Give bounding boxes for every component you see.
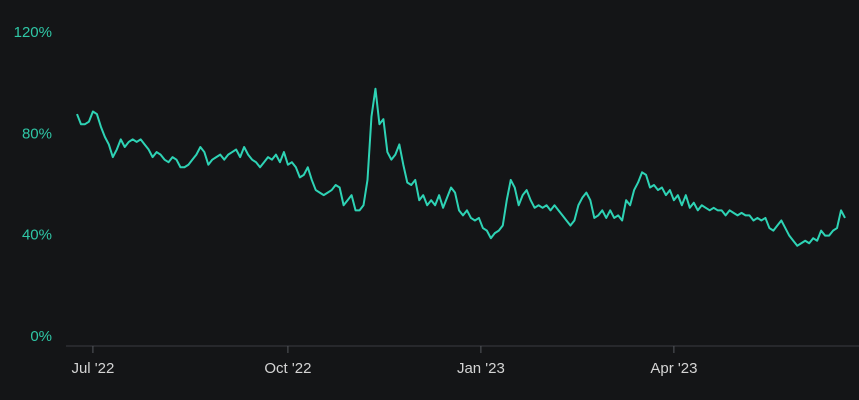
x-tick-label: Jul '22 (71, 360, 114, 377)
y-tick-label: 40% (22, 227, 52, 244)
x-tick-label: Apr '23 (650, 360, 697, 377)
y-tick-label: 0% (30, 328, 52, 345)
x-tick-label: Jan '23 (457, 360, 505, 377)
y-tick-label: 120% (14, 24, 52, 41)
data-line (76, 87, 846, 247)
y-tick-label: 80% (22, 125, 52, 142)
x-tick-label: Oct '22 (264, 360, 311, 377)
